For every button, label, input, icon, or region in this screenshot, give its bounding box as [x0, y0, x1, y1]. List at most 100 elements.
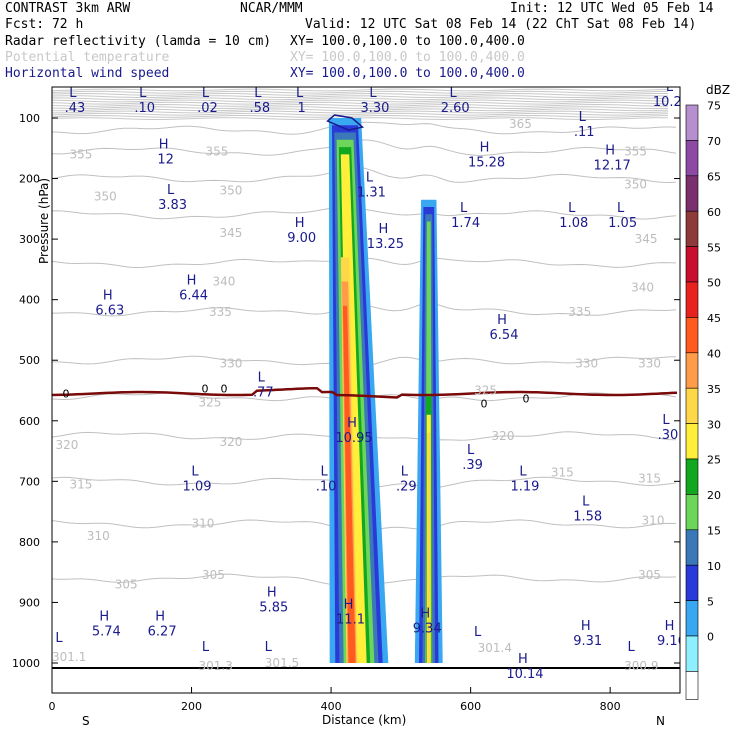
x-tick-label: 0 — [49, 700, 56, 713]
wind-extremum-value: 3.30 — [360, 101, 389, 116]
isentrope-label: 305 — [202, 568, 225, 582]
field-theta-label: Potential temperature — [5, 50, 170, 65]
zero-line-label: 0 — [523, 393, 530, 406]
isentrope-line — [52, 112, 669, 116]
wind-extremum-type: H — [187, 274, 197, 289]
wind-extremum-type: H — [295, 216, 305, 231]
wind-extremum-value: 11.1 — [336, 613, 365, 628]
colorbar-swatch — [685, 175, 699, 212]
wind-extremum-value: 1 — [298, 101, 306, 116]
isentrope-label: 301.3 — [199, 659, 233, 673]
wind-extremum-type: H — [103, 289, 113, 304]
wind-extremum-type: H — [344, 598, 354, 613]
wind-extremum-value: 10.95 — [335, 431, 372, 446]
colorbar-swatch — [685, 529, 699, 566]
isentrope-line — [52, 101, 669, 105]
field-reflectivity-xy: XY= 100.0,100.0 to 100.0,400.0 — [290, 34, 525, 49]
wind-extremum-type: L — [662, 413, 670, 428]
wind-extremum-value: .29 — [396, 479, 417, 494]
wind-extremum-value: .77 — [253, 385, 274, 400]
wind-extremum-type: L — [167, 183, 175, 198]
wind-extremum-type: L — [627, 640, 635, 655]
wind-extremum-value: 1.31 — [357, 186, 386, 201]
isentrope-label: 335 — [568, 305, 591, 319]
wind-extremum-value: .58 — [249, 101, 270, 116]
wind-extremum-type: L — [579, 110, 587, 125]
isentrope-label: 301.4 — [478, 641, 512, 655]
isentrope-label: 340 — [631, 281, 654, 295]
wind-extremum-type: L — [568, 201, 576, 216]
colorbar-swatch — [685, 600, 699, 637]
wind-extremum-value: 1.58 — [573, 510, 602, 525]
isentrope-line — [52, 95, 669, 98]
wind-extremum-type: H — [518, 652, 528, 667]
isentrope-label: 310 — [192, 517, 215, 531]
wind-extremum-type: L — [191, 464, 199, 479]
colorbar-level: 15 — [707, 525, 721, 538]
isentrope-label: 330 — [219, 356, 242, 370]
colorbar-level: 55 — [707, 241, 721, 254]
colorbar-level: 50 — [707, 277, 721, 290]
wind-extremum-type: L — [369, 86, 377, 101]
isentrope-label: 310 — [87, 529, 110, 543]
forecast-label: Fcst: 72 h — [5, 17, 84, 32]
colorbar-level: 0 — [707, 631, 714, 644]
isentrope-label: 340 — [212, 275, 235, 289]
isentrope-label: 325 — [474, 384, 497, 398]
wind-extremum-type: L — [617, 201, 625, 216]
wind-extremum-value: 1.08 — [559, 216, 588, 231]
wind-extremum-type: H — [159, 137, 169, 152]
colorbar-level: 35 — [707, 383, 721, 396]
wind-extremum-type: L — [202, 86, 210, 101]
wind-extremum-value: 13.25 — [367, 237, 404, 252]
colorbar-swatch — [685, 104, 699, 141]
wind-extremum-type: L — [401, 464, 409, 479]
wind-extremum-value: 5.85 — [259, 600, 288, 615]
zero-line-label: 0 — [221, 383, 228, 396]
colorbar-level: 5 — [707, 595, 714, 608]
colorbar-swatch — [685, 458, 699, 495]
y-tick-label: 700 — [19, 475, 40, 488]
isentrope-label: 365 — [509, 117, 532, 131]
colorbar-swatch — [685, 423, 699, 460]
wind-extremum-value: 1.74 — [451, 216, 480, 231]
isentrope-label: 301.1 — [52, 650, 86, 664]
zero-line-label: 0 — [63, 388, 70, 401]
wind-extremum-type: H — [480, 140, 490, 155]
wind-extremum-type: H — [581, 619, 591, 634]
isentrope-label: 301.5 — [265, 656, 299, 670]
wind-extremum-type: L — [296, 86, 304, 101]
wind-extremum-value: 5.74 — [92, 625, 121, 640]
wind-extremum-type: L — [254, 86, 262, 101]
isentrope-label: 315 — [69, 477, 92, 491]
wind-extremum-value: 12 — [157, 152, 174, 167]
isentrope-label: 350 — [624, 178, 647, 192]
isentrope-label: 305 — [638, 568, 661, 582]
wind-extremum-value: .10 — [134, 101, 155, 116]
wind-extremum-type: L — [265, 640, 273, 655]
wind-max-contour — [326, 114, 365, 131]
colorbar-swatch — [685, 352, 699, 389]
wind-extremum-value: .02 — [197, 101, 218, 116]
wind-extremum-type: L — [55, 631, 63, 646]
isentrope-line — [52, 99, 669, 103]
isentrope-label: 325 — [199, 396, 222, 410]
isentrope-line — [52, 106, 669, 110]
wind-extremum-type: L — [666, 80, 674, 95]
plot-frame — [51, 86, 681, 694]
y-tick-label: 300 — [19, 233, 40, 246]
y-tick-label: 200 — [19, 173, 40, 186]
wind-extremum-value: 9.00 — [287, 231, 316, 246]
wind-extremum-type: L — [582, 495, 590, 510]
colorbar-swatch — [685, 494, 699, 531]
x-endpoint-north: N — [656, 714, 665, 728]
colorbar-level: 70 — [707, 135, 721, 148]
colorbar-level: 45 — [707, 312, 721, 325]
colorbar-swatch — [685, 564, 699, 601]
isentrope-line — [52, 115, 669, 118]
y-tick-label: 900 — [19, 596, 40, 609]
zero-line-label: 0 — [202, 383, 209, 396]
wind-extremum-value: 1.09 — [183, 479, 212, 494]
isentrope-line — [52, 97, 669, 101]
